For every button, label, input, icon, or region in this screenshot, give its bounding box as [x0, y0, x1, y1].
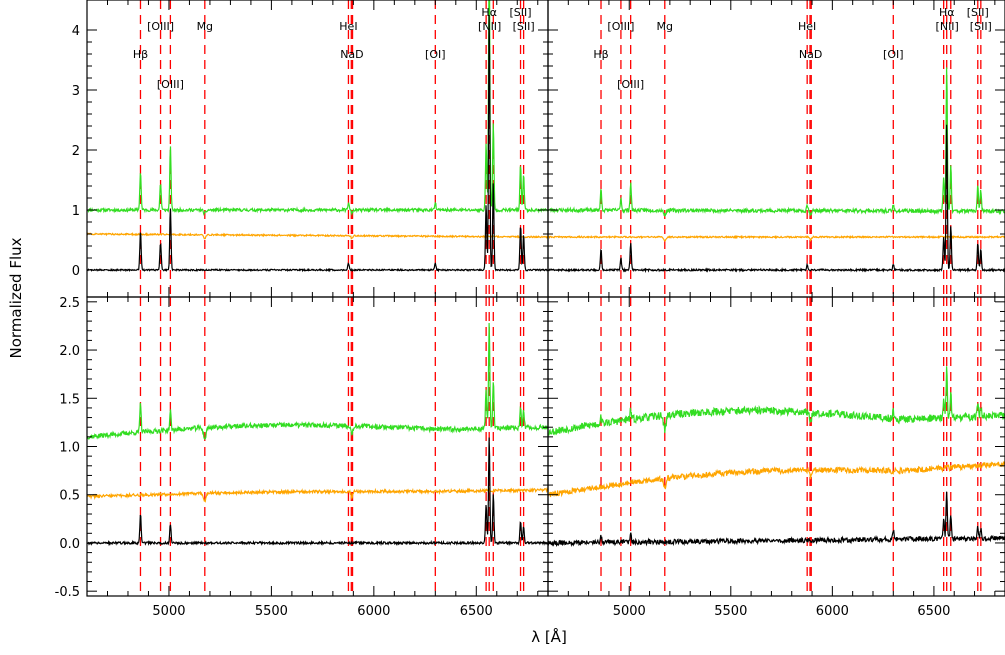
emission-line-label: NaD [340, 48, 363, 61]
emission-line-label: Hα [939, 6, 955, 19]
series-green [548, 67, 1005, 218]
y-tick-label: 2.0 [59, 344, 80, 359]
emission-line-label: [OIII] [147, 20, 174, 33]
series-orange [87, 486, 548, 503]
x-tick-label: 6000 [357, 604, 390, 619]
series-green [87, 322, 548, 440]
emission-line-label: HeI [798, 20, 816, 33]
emission-line-label: [OIII] [157, 78, 184, 91]
emission-line-label: [SII] [970, 20, 992, 33]
panel-frame [86, 0, 549, 298]
y-tick-label: 3 [72, 84, 80, 99]
spectrum-panel-top-left: 0 1 2 3 4 Hβ [OIII] [OIII] Mg HeI NaD [OI] Hα[NII] [S… [72, 0, 549, 298]
emission-line-label: HeI [339, 20, 357, 33]
emission-line-label: [SII] [967, 6, 989, 19]
series-orange [548, 461, 1005, 498]
y-tick-label: 1.5 [59, 392, 80, 407]
x-tick-label: 6500 [917, 604, 950, 619]
y-tick-label: 2.5 [59, 296, 80, 311]
y-tick-label: 1.0 [59, 441, 80, 456]
x-tick-label: 5500 [714, 604, 747, 619]
emission-line-label: Hβ [133, 48, 148, 61]
emission-line-label: Mg [197, 20, 213, 33]
panel-frame [86, 296, 549, 597]
series-black [548, 124, 1005, 274]
x-tick-label: 6500 [460, 604, 493, 619]
x-tick-label: 5000 [152, 604, 185, 619]
y-tick-label: 1 [72, 204, 80, 219]
emission-line-label: [OIII] [617, 78, 644, 91]
spectrum-panel-top-right: Hβ [OIII] [OIII] Mg HeI NaD [OI] Hα[NII] [SII][S… [547, 0, 1005, 298]
emission-line-label: Hα [481, 6, 497, 19]
y-tick-label: -0.5 [55, 585, 80, 600]
y-tick-label: 4 [72, 24, 80, 39]
y-tick-label: 0 [72, 264, 80, 279]
series-orange [548, 234, 1005, 242]
y-tick-label: 0.5 [59, 489, 80, 504]
series-green [87, 0, 548, 216]
emission-line-label: NaD [799, 48, 822, 61]
emission-line-label: Hβ [593, 48, 608, 61]
series-black [87, 437, 548, 547]
emission-line-label: [OI] [883, 48, 904, 61]
panel-frame [547, 0, 1005, 298]
x-axis-title: λ [Å] [531, 627, 567, 646]
x-tick-label: 6000 [816, 604, 849, 619]
y-axis-title: Normalized Flux [7, 237, 25, 358]
emission-line-label: Mg [657, 20, 673, 33]
emission-line-label: [OIII] [607, 20, 634, 33]
panel-frame [547, 296, 1005, 597]
series-orange [87, 231, 548, 240]
series-black [87, 14, 548, 273]
emission-line-label: [SII] [510, 6, 532, 19]
series-black [548, 491, 1005, 548]
spectrum-panel-bottom-right: 5000 5500 6000 6500 [547, 296, 1005, 619]
x-tick-label: 5000 [613, 604, 646, 619]
emission-line-label: [NII] [478, 20, 501, 33]
emission-line-label: [OI] [425, 48, 446, 61]
emission-line-label: [NII] [936, 20, 959, 33]
spectrum-panel-bottom-left: -0.5 0.0 0.5 1.0 1.5 2.0 2.5 5000 5500 6000 6500 [55, 296, 549, 619]
y-tick-label: 0.0 [59, 537, 80, 552]
y-tick-label: 2 [72, 144, 80, 159]
x-tick-label: 5500 [255, 604, 288, 619]
series-green [548, 366, 1005, 436]
emission-line-label: [SII] [513, 20, 535, 33]
